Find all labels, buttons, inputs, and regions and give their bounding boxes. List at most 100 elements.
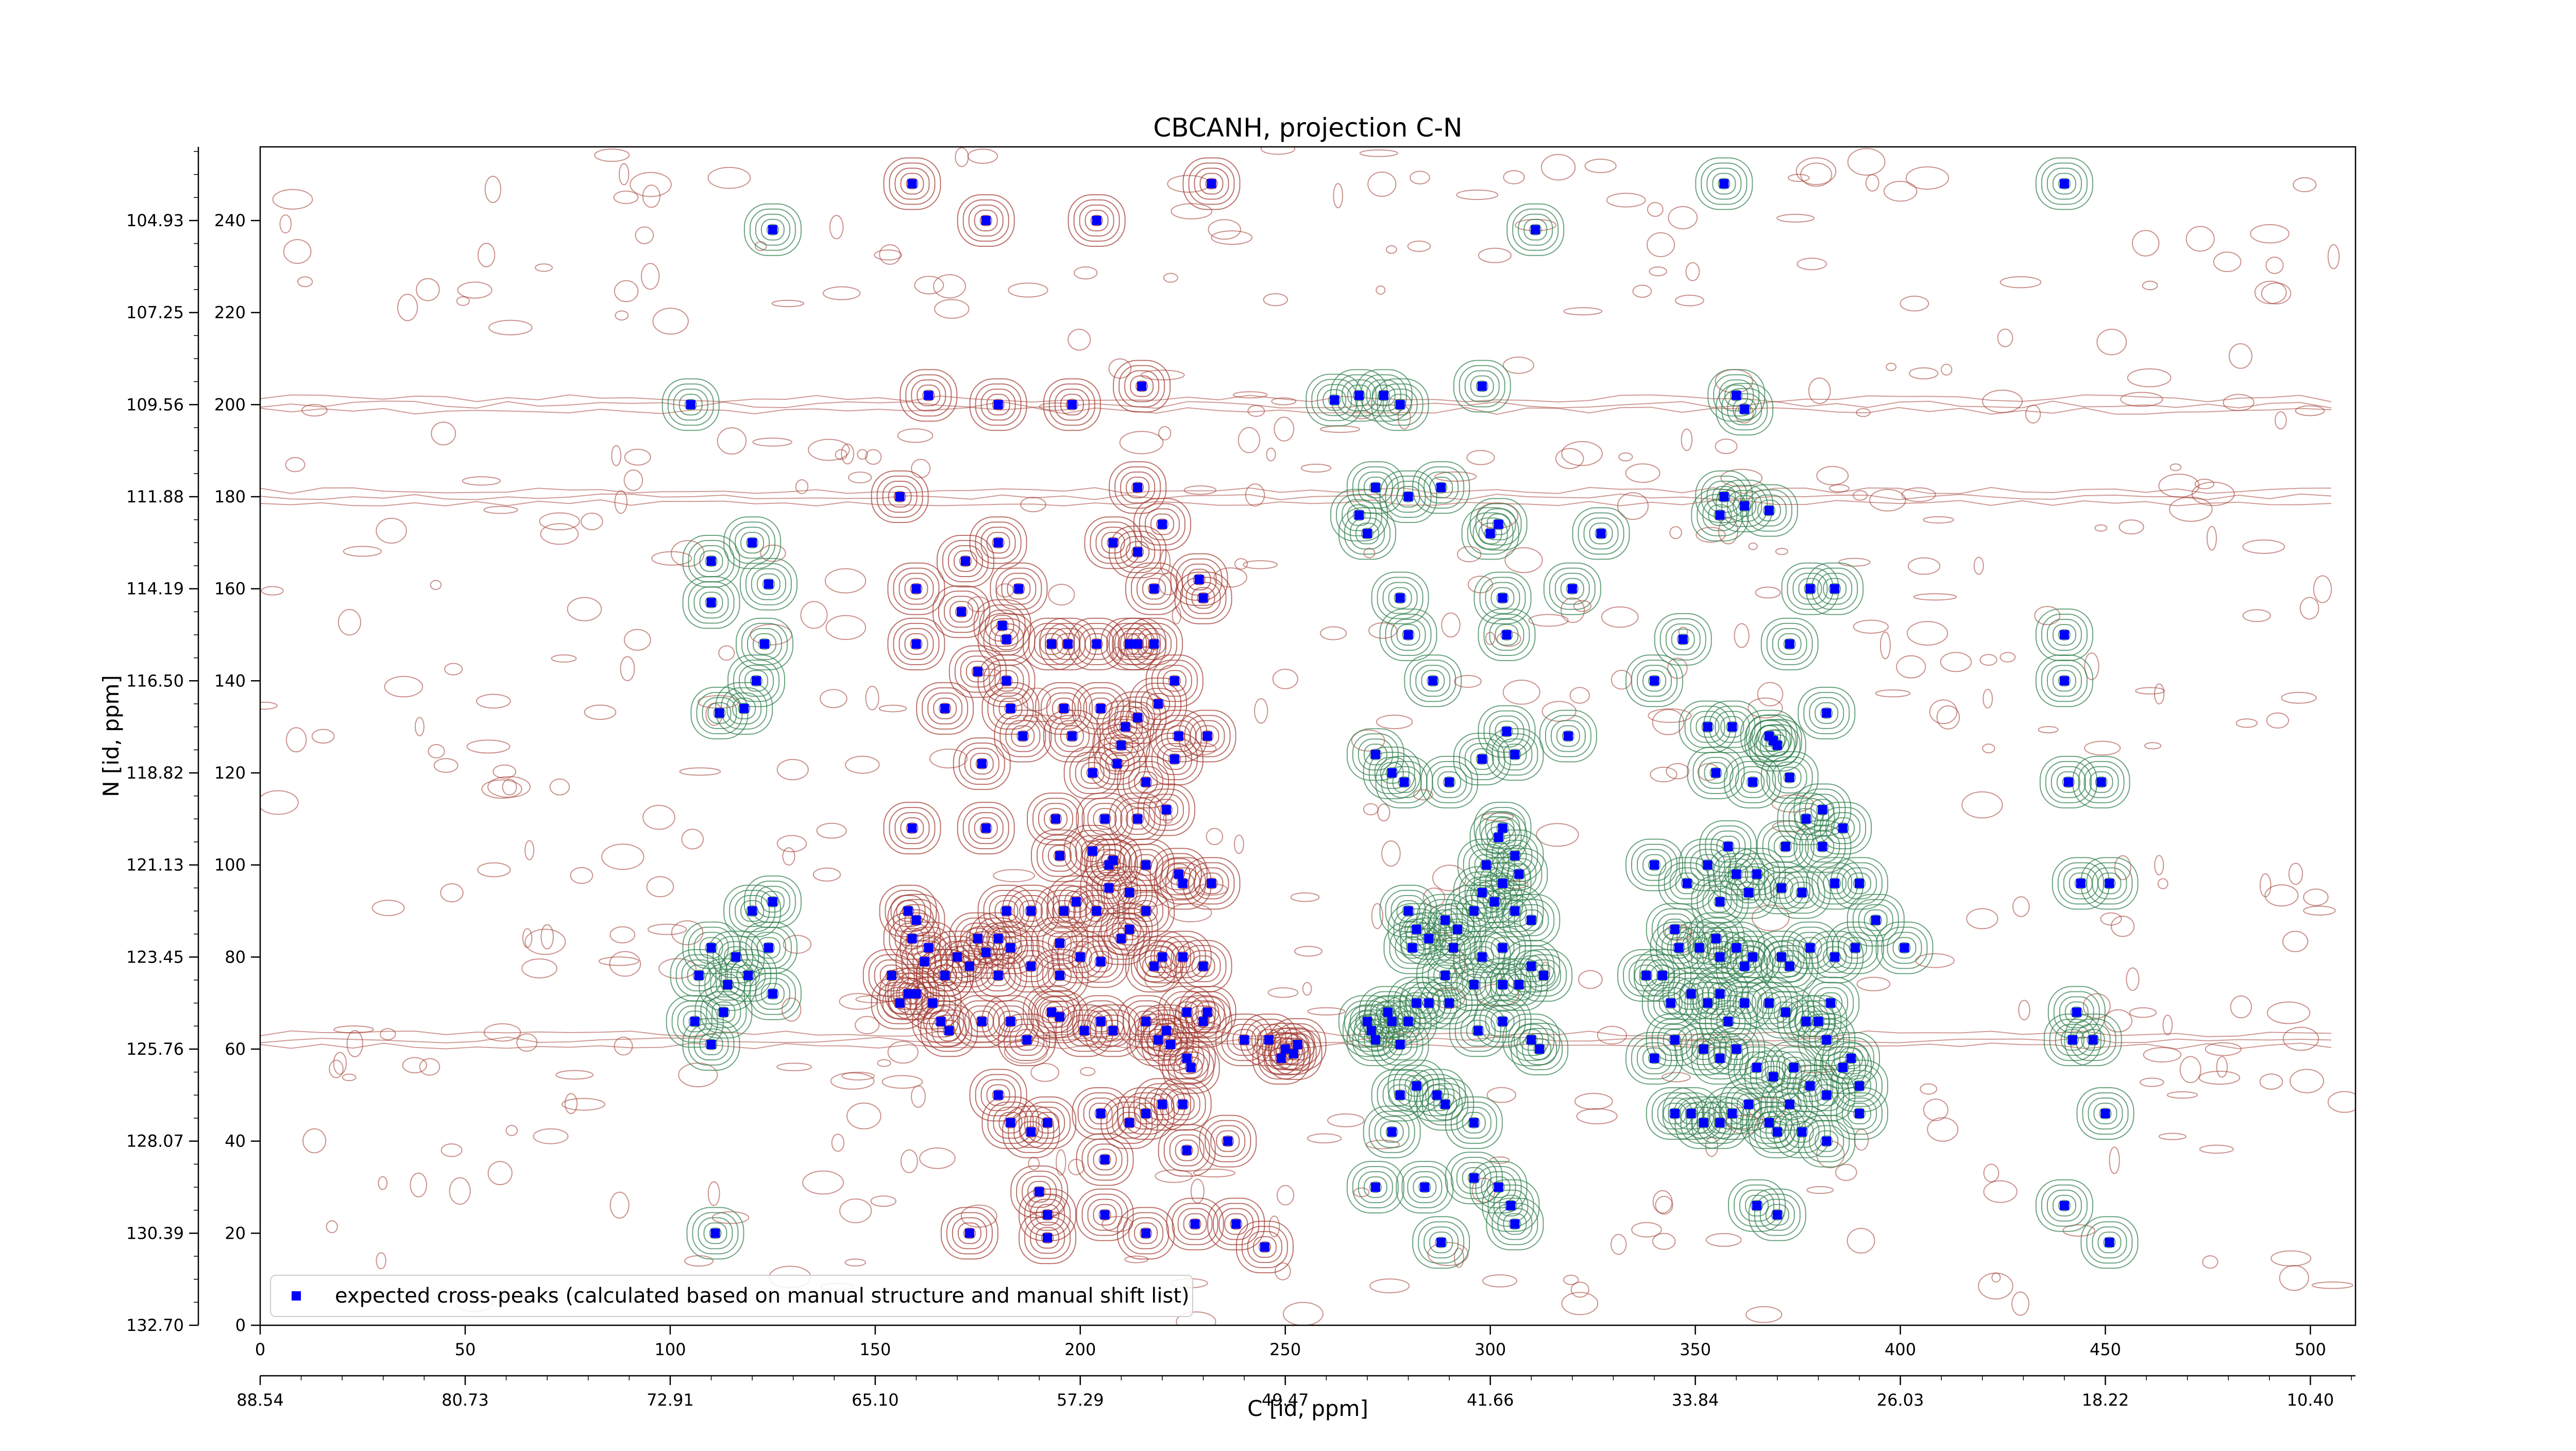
noise-contour — [1668, 206, 1698, 230]
peak-contour — [910, 583, 923, 595]
noise-contour — [2199, 1144, 2234, 1154]
peak-contour — [705, 1039, 718, 1051]
noise-contour — [911, 459, 931, 479]
peak-contour — [888, 992, 912, 1014]
peak-contour — [1777, 633, 1802, 655]
noise-contour — [800, 601, 828, 629]
cross-peak-marker — [2100, 1109, 2110, 1119]
peak-contour — [1106, 908, 1153, 951]
noise-contour — [1696, 527, 1726, 543]
peak-contour — [1674, 1096, 1733, 1149]
cross-peak-marker — [1715, 897, 1725, 907]
noise-contour — [877, 1059, 891, 1067]
cross-peak-marker — [1006, 1017, 1015, 1026]
peak-contour — [1783, 771, 1796, 783]
noise-contour — [297, 276, 313, 288]
cross-peak-marker — [1141, 1109, 1151, 1119]
noise-contour — [1503, 170, 1525, 184]
peak-contour — [1706, 167, 1742, 200]
peak-contour — [1798, 686, 1856, 739]
peak-contour — [1369, 1181, 1382, 1193]
peak-contour — [1252, 1032, 1310, 1085]
peak-contour — [904, 909, 928, 931]
noise-contour — [1865, 174, 1879, 192]
peak-contour — [889, 807, 936, 850]
noise-contour — [816, 822, 847, 839]
noise-contour — [302, 1128, 327, 1154]
peak-contour — [1479, 963, 1526, 1006]
cross-peak-marker — [1022, 1035, 1032, 1045]
peak-contour — [1128, 1217, 1164, 1250]
peak-contour — [727, 654, 786, 707]
cross-peak-marker — [1366, 1026, 1376, 1036]
peak-contour — [1828, 878, 1841, 889]
cross-peak-marker — [1477, 952, 1487, 962]
peak-contour — [1137, 1004, 1195, 1057]
noise-contour — [1909, 367, 1939, 380]
peak-contour — [1783, 1099, 1796, 1110]
peak-contour — [2076, 1087, 2134, 1140]
peak-contour — [962, 807, 1009, 850]
cross-peak-marker — [1699, 1044, 1708, 1054]
noise-contour — [1961, 791, 2003, 819]
cross-peak-marker — [1781, 841, 1790, 851]
peak-contour — [1728, 1179, 1786, 1232]
noise-contour — [795, 479, 809, 494]
peak-contour — [1193, 573, 1206, 585]
noise-contour — [844, 1258, 867, 1267]
peak-contour — [1646, 1014, 1704, 1067]
cross-peak-marker — [1535, 1044, 1545, 1054]
noise-contour — [483, 505, 518, 514]
cross-peak-marker — [1514, 980, 1524, 989]
peak-contour — [1097, 854, 1121, 876]
peak-contour — [1769, 877, 1793, 899]
peak-contour — [1137, 783, 1195, 836]
peak-contour — [1113, 716, 1138, 738]
noise-contour — [1385, 245, 1397, 254]
peak-contour — [963, 1227, 976, 1239]
cross-peak-marker — [1502, 630, 1512, 639]
noise-contour — [567, 597, 602, 621]
cross-peak-marker — [1445, 998, 1454, 1008]
y-ppm-tick-label: 104.93 — [126, 211, 184, 230]
cross-peak-marker — [1768, 1072, 1778, 1082]
peak-contour — [1067, 194, 1126, 247]
peak-contour — [1514, 1024, 1549, 1056]
peak-contour — [1054, 720, 1090, 752]
peak-contour — [1238, 1034, 1251, 1046]
noise-contour — [415, 717, 425, 736]
peak-contour — [1631, 1037, 1678, 1079]
peak-contour — [1083, 692, 1118, 724]
peak-contour — [698, 1217, 733, 1250]
peak-contour — [1404, 654, 1462, 707]
peak-contour — [922, 390, 935, 401]
cross-peak-marker — [1395, 593, 1405, 603]
cross-peak-marker — [1190, 1219, 1200, 1229]
noise-contour — [1158, 426, 1172, 441]
peak-contour — [1355, 522, 1379, 545]
peak-contour — [735, 527, 770, 559]
cross-peak-marker — [1740, 998, 1750, 1008]
peak-contour — [1737, 1093, 1761, 1116]
cross-peak-marker — [1445, 777, 1454, 787]
peak-contour — [1713, 374, 1760, 417]
cross-peak-marker — [1293, 1040, 1302, 1050]
peak-contour — [1264, 1027, 1323, 1080]
y-index-tick-label: 120 — [214, 763, 246, 783]
noise-contour — [1478, 247, 1512, 263]
cross-peak-marker — [1686, 989, 1696, 999]
peak-contour — [2041, 1184, 2088, 1227]
cross-peak-marker — [1403, 492, 1413, 501]
noise-contour — [678, 1062, 718, 1088]
peak-contour — [871, 470, 929, 523]
noise-contour — [707, 166, 751, 189]
noise-contour — [1991, 1272, 2001, 1283]
peak-contour — [1515, 949, 1573, 1002]
peak-contour — [893, 491, 906, 502]
peak-contour — [1836, 1065, 1883, 1107]
peak-contour — [1317, 384, 1352, 416]
noise-contour — [865, 685, 879, 711]
noise-contour — [285, 727, 307, 753]
noise-contour — [1266, 447, 1276, 462]
peak-contour — [1537, 970, 1550, 982]
